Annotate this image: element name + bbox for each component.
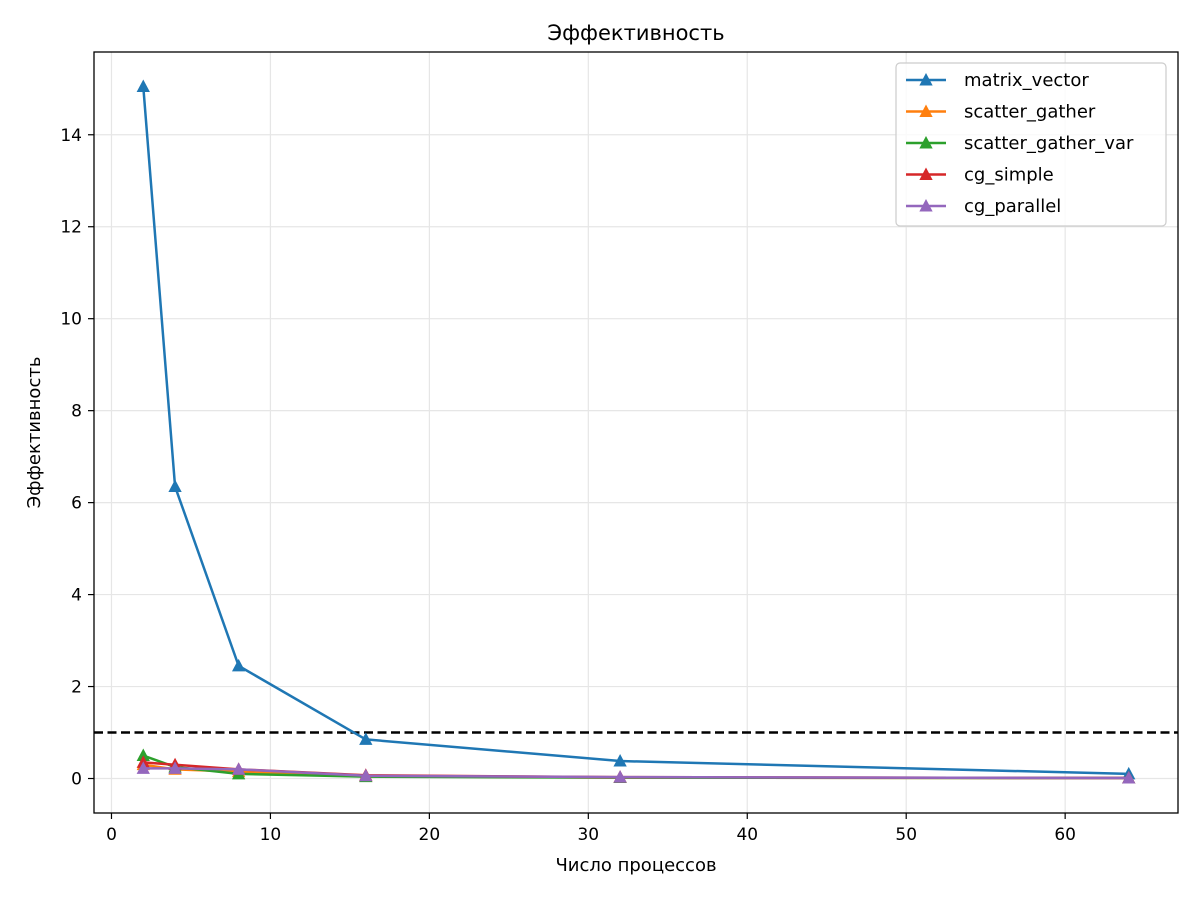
legend-item-cg_simple: cg_simple — [906, 165, 1054, 186]
legend-swatch-marker — [919, 104, 933, 117]
data-point-matrix_vector — [231, 658, 246, 672]
legend-box — [895, 62, 1167, 227]
x-axis-ticks: 0 10 20 30 40 50 60 — [106, 813, 1076, 845]
legend-label: cg_simple — [964, 165, 1054, 186]
legend-label: scatter_gather — [964, 102, 1096, 123]
legend-swatch-marker — [919, 73, 933, 86]
y-tick-label: 10 — [60, 310, 82, 330]
legend-items: matrix_vector scatter_gather scatter_gathe… — [906, 70, 1134, 217]
chart-title: Эффективность — [547, 21, 724, 45]
y-tick-label: 6 — [71, 494, 82, 514]
x-tick-label: 30 — [577, 825, 599, 845]
x-tick-label: 10 — [260, 825, 282, 845]
y-tick-label: 2 — [71, 678, 82, 698]
plot-area-frame — [93, 51, 1179, 814]
x-tick-label: 50 — [895, 825, 917, 845]
data-point-cg_parallel — [613, 770, 627, 783]
legend-swatch-marker — [919, 199, 933, 212]
x-tick-label: 0 — [106, 825, 117, 845]
data-point-cg_parallel — [136, 761, 150, 774]
legend-label: scatter_gather_var — [964, 133, 1134, 154]
y-axis-ticks: 0 2 4 6 8 10 12 14 — [60, 126, 94, 790]
y-axis-label: Эффективность — [24, 357, 45, 509]
series-line-matrix_vector — [142, 86, 1129, 776]
legend-item-matrix_vector: matrix_vector — [906, 70, 1089, 91]
data-point-scatter_gather_var — [136, 748, 150, 761]
legend-item-scatter_gather: scatter_gather — [906, 102, 1096, 123]
legend: matrix_vector scatter_gather scatter_gathe… — [895, 62, 1167, 227]
data-point-matrix_vector — [168, 479, 182, 492]
y-tick-label: 4 — [71, 586, 82, 606]
data-point-matrix_vector — [613, 754, 627, 767]
legend-label: cg_parallel — [964, 196, 1061, 217]
x-tick-label: 60 — [1054, 825, 1076, 845]
legend-swatch-marker — [919, 167, 933, 180]
x-tick-label: 20 — [419, 825, 441, 845]
series-layer — [136, 79, 1136, 784]
series-line-cg_parallel — [143, 767, 1129, 780]
series-matrix_vector — [136, 79, 1136, 780]
data-point-cg_parallel — [168, 761, 182, 774]
data-point-matrix_vector — [136, 79, 150, 92]
series-cg_parallel — [136, 761, 1136, 784]
legend-item-cg_parallel: cg_parallel — [906, 196, 1061, 217]
y-tick-label: 12 — [60, 218, 82, 238]
y-tick-label: 14 — [60, 126, 82, 146]
data-point-cg_parallel — [359, 768, 373, 782]
y-tick-label: 8 — [71, 402, 82, 422]
data-point-cg_parallel — [1122, 771, 1136, 784]
x-tick-label: 40 — [736, 825, 758, 845]
legend-label: matrix_vector — [964, 70, 1089, 91]
data-point-cg_parallel — [231, 762, 246, 775]
x-axis-label: Число процессов — [555, 855, 716, 876]
legend-item-scatter_gather_var: scatter_gather_var — [906, 133, 1134, 154]
data-point-matrix_vector — [359, 732, 373, 745]
legend-swatch-marker — [919, 136, 933, 149]
y-tick-label: 0 — [71, 770, 82, 790]
